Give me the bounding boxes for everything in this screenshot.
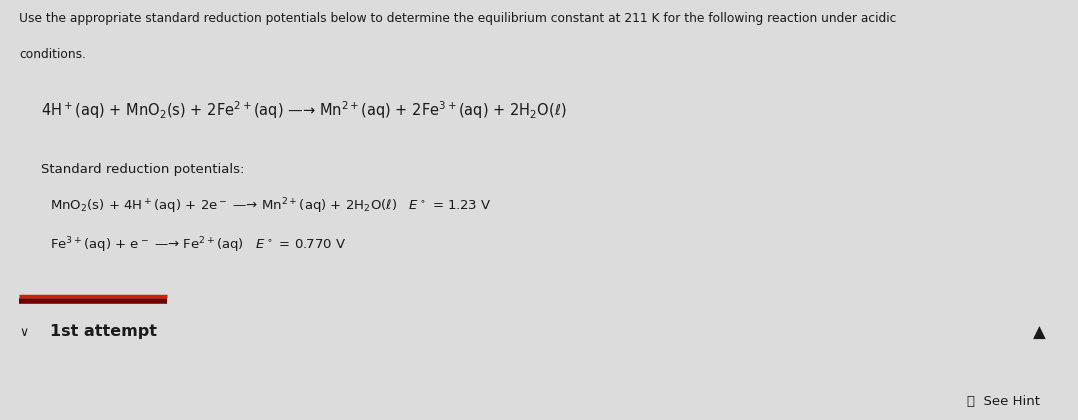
Text: Use the appropriate standard reduction potentials below to determine the equilib: Use the appropriate standard reduction p… (19, 12, 897, 25)
Text: ▲: ▲ (1033, 323, 1046, 341)
Text: MnO$_2$(s) + 4H$^+$(aq) + 2e$^-$ —→ Mn$^{2+}$(aq) + 2H$_2$O(ℓ)   $E^\circ$ = 1.2: MnO$_2$(s) + 4H$^+$(aq) + 2e$^-$ —→ Mn$^… (50, 197, 490, 216)
Text: Fe$^{3+}$(aq) + e$^-$ —→ Fe$^{2+}$(aq)   $E^\circ$ = 0.770 V: Fe$^{3+}$(aq) + e$^-$ —→ Fe$^{2+}$(aq) $… (50, 236, 346, 255)
Text: ∨: ∨ (19, 326, 28, 339)
Text: 4H$^+$(aq) + MnO$_2$(s) + 2Fe$^{2+}$(aq) —→ Mn$^{2+}$(aq) + 2Fe$^{3+}$(aq) + 2H$: 4H$^+$(aq) + MnO$_2$(s) + 2Fe$^{2+}$(aq)… (41, 100, 566, 121)
Text: conditions.: conditions. (19, 48, 86, 61)
Text: Standard reduction potentials:: Standard reduction potentials: (41, 163, 245, 176)
Text: 1st attempt: 1st attempt (50, 323, 156, 339)
Text: ⭘  See Hint: ⭘ See Hint (967, 395, 1040, 408)
